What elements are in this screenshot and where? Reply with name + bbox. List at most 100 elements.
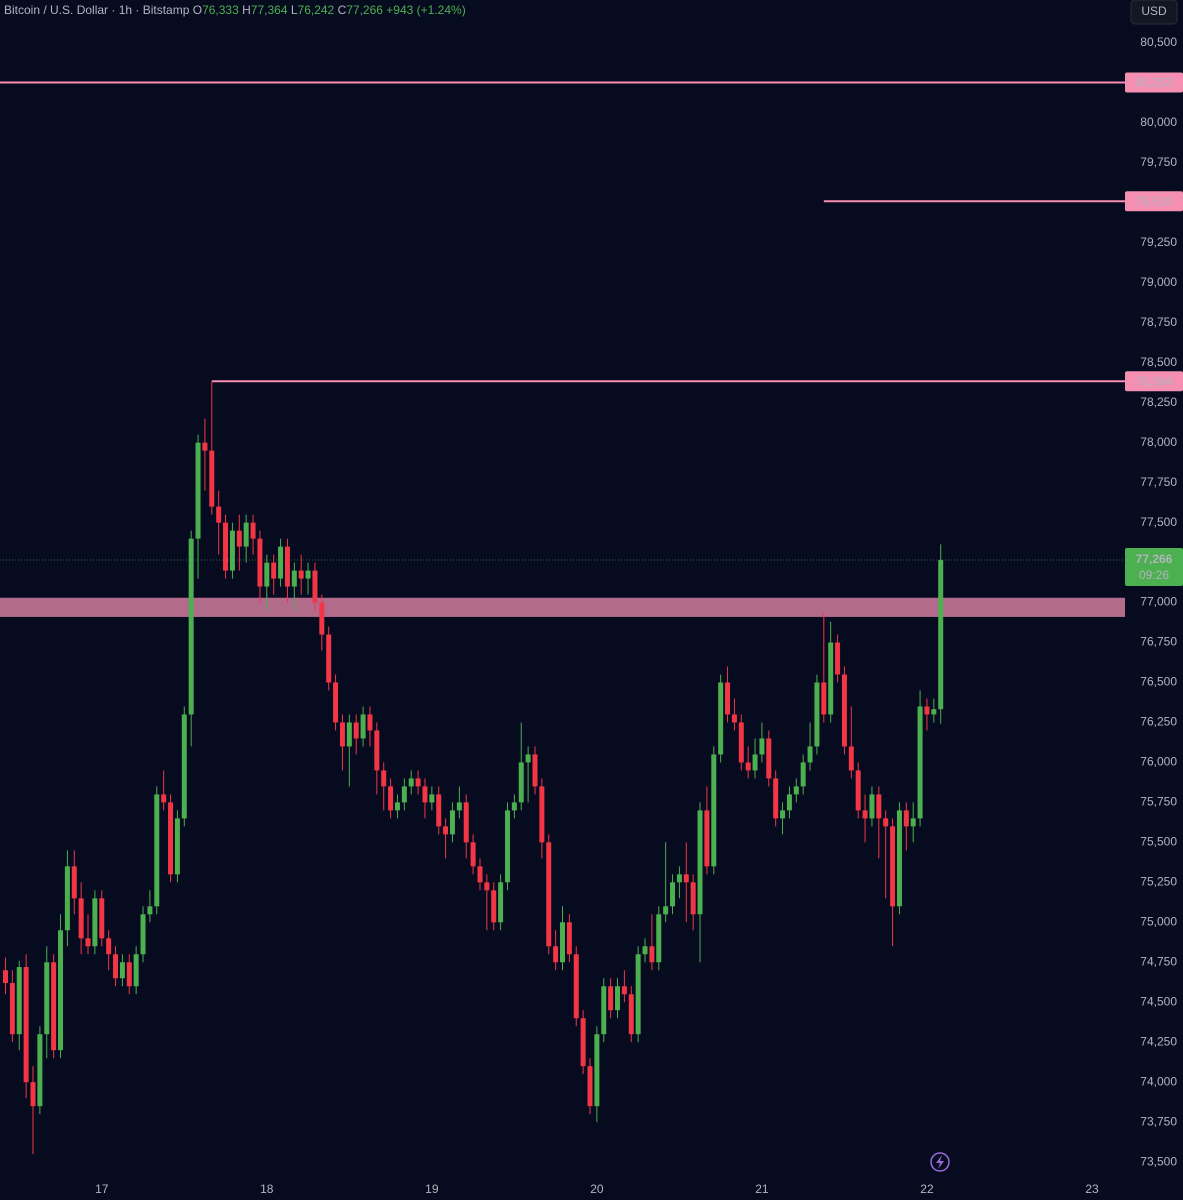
candle-body: [642, 946, 648, 955]
candle-body: [841, 674, 847, 747]
candle-body: [800, 762, 806, 787]
candle-body: [883, 818, 889, 827]
y-tick-label: 75,250: [1140, 874, 1177, 888]
candle-body: [408, 778, 414, 787]
candle-body: [855, 770, 861, 811]
candle-body: [168, 802, 174, 875]
candle-body: [271, 562, 277, 579]
candle-body: [745, 762, 751, 771]
y-tick-label: 79,750: [1140, 155, 1177, 169]
candle-body: [174, 818, 180, 875]
candle-body: [924, 706, 930, 715]
candle-body: [615, 986, 621, 1011]
candle-body: [580, 1018, 586, 1067]
candle-body: [532, 754, 538, 787]
candle-body: [718, 682, 724, 755]
candle-body: [725, 682, 731, 715]
candle-body: [388, 786, 394, 811]
candle-body: [477, 866, 483, 883]
candle-body: [903, 810, 909, 827]
y-tick-label: 73,750: [1140, 1114, 1177, 1128]
candle-body: [147, 906, 153, 915]
candle-body: [9, 983, 15, 1035]
candle-body: [773, 778, 779, 819]
candle-body: [374, 730, 380, 771]
stat-value: 76,333: [202, 3, 239, 17]
candle-body: [298, 570, 304, 579]
candle-body: [71, 866, 77, 899]
candle-body: [938, 560, 944, 710]
last-price-box: [1125, 548, 1183, 587]
stat-key: L: [291, 3, 298, 17]
candle-body: [415, 778, 421, 787]
y-tick-label: 77,500: [1140, 515, 1177, 529]
candle-body: [601, 986, 607, 1035]
candle-body: [491, 890, 497, 923]
candle-body: [429, 794, 435, 803]
candle-body: [229, 530, 235, 571]
candle-body: [553, 946, 559, 963]
candle-body: [628, 994, 634, 1035]
candle-body: [676, 874, 682, 883]
candle-body: [670, 882, 676, 907]
candle-body: [436, 794, 442, 827]
candle-body: [161, 794, 167, 803]
x-tick-label: 20: [590, 1182, 604, 1196]
y-tick-label: 74,500: [1140, 994, 1177, 1008]
candle-body: [931, 709, 937, 715]
header-title: Bitcoin / U.S. Dollar · 1h · Bitstamp: [4, 3, 190, 17]
countdown: 09:26: [1139, 568, 1169, 582]
candle-body: [422, 786, 428, 803]
candle-body: [284, 546, 290, 587]
currency-button[interactable]: [1130, 0, 1178, 25]
candle-body: [381, 770, 387, 787]
candle-body: [264, 562, 270, 587]
candle-body: [51, 962, 57, 1051]
candle-body: [456, 802, 462, 811]
candle-body: [917, 706, 923, 819]
candle-body: [443, 826, 449, 835]
candle-body: [635, 954, 641, 1035]
stat-key: O: [193, 3, 202, 17]
candle-body: [504, 810, 510, 883]
candle-body: [319, 602, 325, 635]
candle-body: [828, 642, 834, 715]
candle-body: [16, 967, 22, 1035]
header: Bitcoin / U.S. Dollar · 1h · Bitstamp O7…: [4, 3, 466, 17]
lightning-icon[interactable]: [930, 1152, 950, 1172]
last-price-label: 77,266: [1136, 552, 1173, 566]
candle-body: [30, 1082, 36, 1107]
y-tick-label: 80,500: [1140, 35, 1177, 49]
y-tick-label: 78,250: [1140, 395, 1177, 409]
level-label-box: [1125, 72, 1183, 93]
candle-body: [690, 882, 696, 915]
y-tick-label: 77,750: [1140, 475, 1177, 489]
candle-body: [594, 1034, 600, 1107]
candle-body: [119, 962, 125, 979]
candle-body: [216, 506, 222, 523]
candle-body: [133, 954, 139, 987]
axes: 73,500 73,750 74,000 74,250 74,500 74,750 75,0…: [95, 35, 1183, 1196]
candle-body: [896, 810, 902, 907]
candle-body: [759, 738, 765, 755]
candle-body: [656, 914, 662, 963]
candle-body: [195, 442, 201, 539]
candle-body: [786, 794, 792, 811]
candle-body: [126, 962, 132, 987]
candle-body: [683, 874, 689, 883]
y-tick-label: 77,000: [1140, 595, 1177, 609]
y-tick-label: 74,000: [1140, 1074, 1177, 1088]
y-tick-label: 75,500: [1140, 835, 1177, 849]
candle-body: [250, 522, 256, 539]
candle-body: [140, 914, 146, 955]
x-tick-label: 18: [260, 1182, 274, 1196]
y-tick-label: 76,250: [1140, 715, 1177, 729]
x-tick-label: 21: [755, 1182, 769, 1196]
candle-body: [257, 538, 263, 587]
candle-body: [587, 1066, 593, 1107]
candle-body: [848, 746, 854, 771]
currency[interactable]: USD: [1141, 4, 1167, 18]
y-tick-label: 76,500: [1140, 675, 1177, 689]
